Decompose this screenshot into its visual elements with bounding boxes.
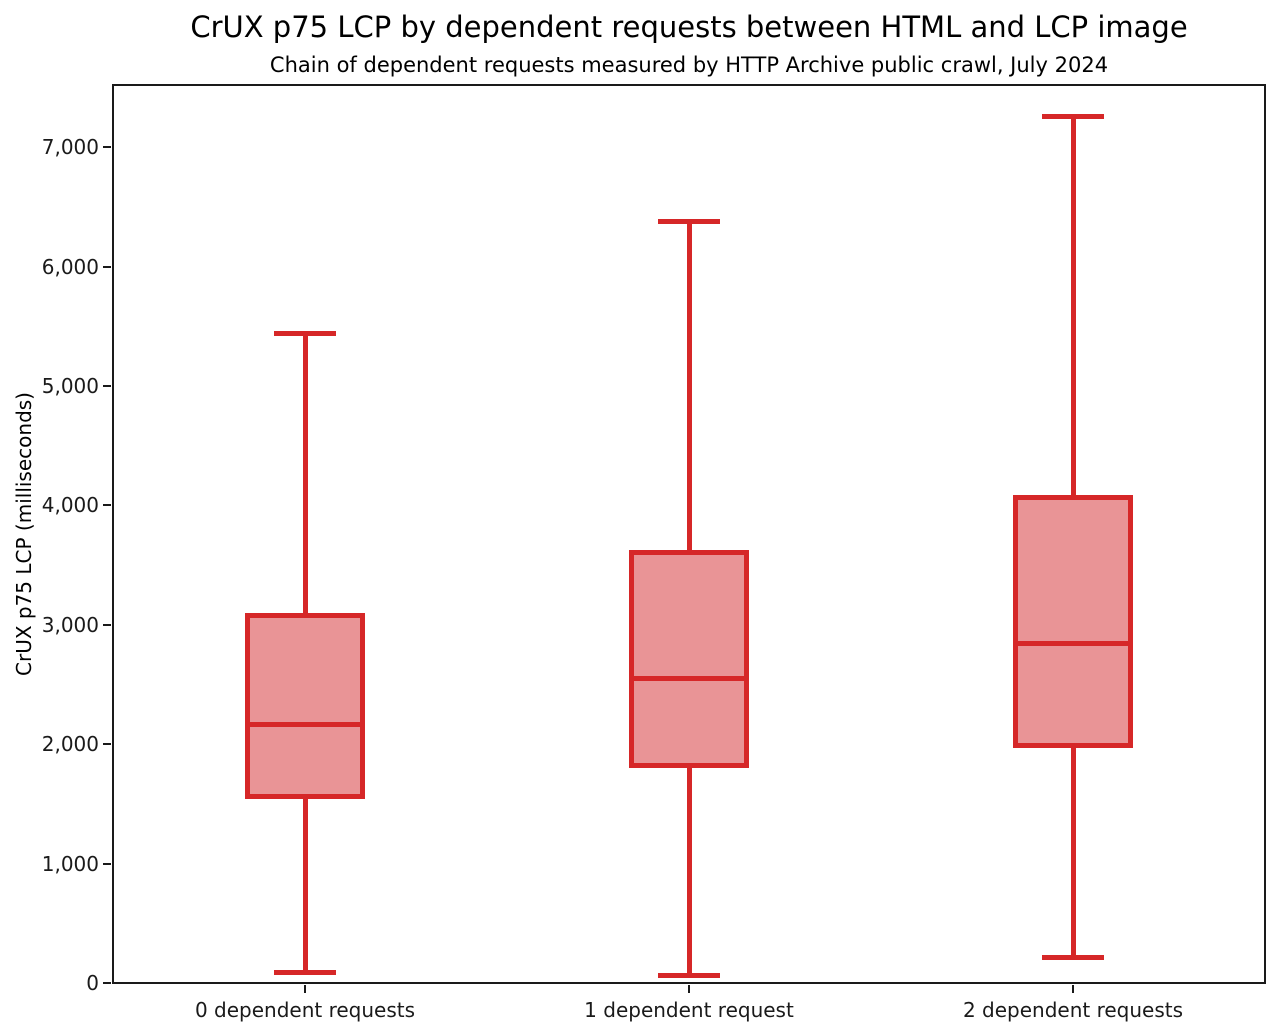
- y-tick-label: 6,000: [41, 255, 99, 279]
- y-tick-label: 2,000: [41, 732, 99, 756]
- median-line: [629, 676, 749, 681]
- x-tick-mark: [688, 985, 690, 993]
- whisker-upper: [1071, 116, 1076, 495]
- whisker-cap-bottom: [1042, 955, 1104, 960]
- whisker-cap-top: [658, 219, 720, 224]
- whisker-upper: [303, 333, 308, 613]
- whisker-cap-bottom: [274, 970, 336, 975]
- chart-subtitle: Chain of dependent requests measured by …: [269, 53, 1109, 77]
- whisker-upper: [687, 221, 692, 550]
- whisker-lower: [303, 799, 308, 972]
- y-tick-label: 5,000: [41, 374, 99, 398]
- y-tick-mark: [103, 624, 111, 626]
- x-tick-mark: [1072, 985, 1074, 993]
- y-tick-label: 4,000: [41, 493, 99, 517]
- x-tick-label: 0 dependent requests: [194, 998, 416, 1022]
- y-tick-label: 7,000: [41, 135, 99, 159]
- box: [629, 550, 749, 768]
- y-axis-label: CrUX p75 LCP (milliseconds): [12, 392, 36, 676]
- y-tick-mark: [103, 743, 111, 745]
- y-tick-mark: [103, 982, 111, 984]
- y-tick-mark: [103, 504, 111, 506]
- box: [1013, 495, 1133, 748]
- plot-area: 0 1,000 2,000 3,000 4,000 5,000 6,000 7,000 0 de…: [42, 84, 1266, 1022]
- box: [245, 613, 365, 799]
- whisker-cap-bottom: [658, 973, 720, 978]
- y-tick-label: 1,000: [41, 852, 99, 876]
- y-tick-mark: [103, 146, 111, 148]
- whisker-lower: [687, 768, 692, 975]
- whisker-lower: [1071, 748, 1076, 957]
- x-tick-label: 1 dependent request: [584, 998, 794, 1022]
- chart-title: CrUX p75 LCP by dependent requests betwe…: [190, 10, 1188, 44]
- y-tick-mark: [103, 863, 111, 865]
- y-tick-label: 3,000: [41, 613, 99, 637]
- whisker-cap-top: [1042, 114, 1104, 119]
- y-tick-mark: [103, 266, 111, 268]
- median-line: [245, 722, 365, 727]
- median-line: [1013, 641, 1133, 646]
- y-tick-label: 0: [86, 971, 99, 995]
- x-tick-label: 2 dependent requests: [962, 998, 1184, 1022]
- y-tick-mark: [103, 385, 111, 387]
- whisker-cap-top: [274, 331, 336, 336]
- x-tick-mark: [304, 985, 306, 993]
